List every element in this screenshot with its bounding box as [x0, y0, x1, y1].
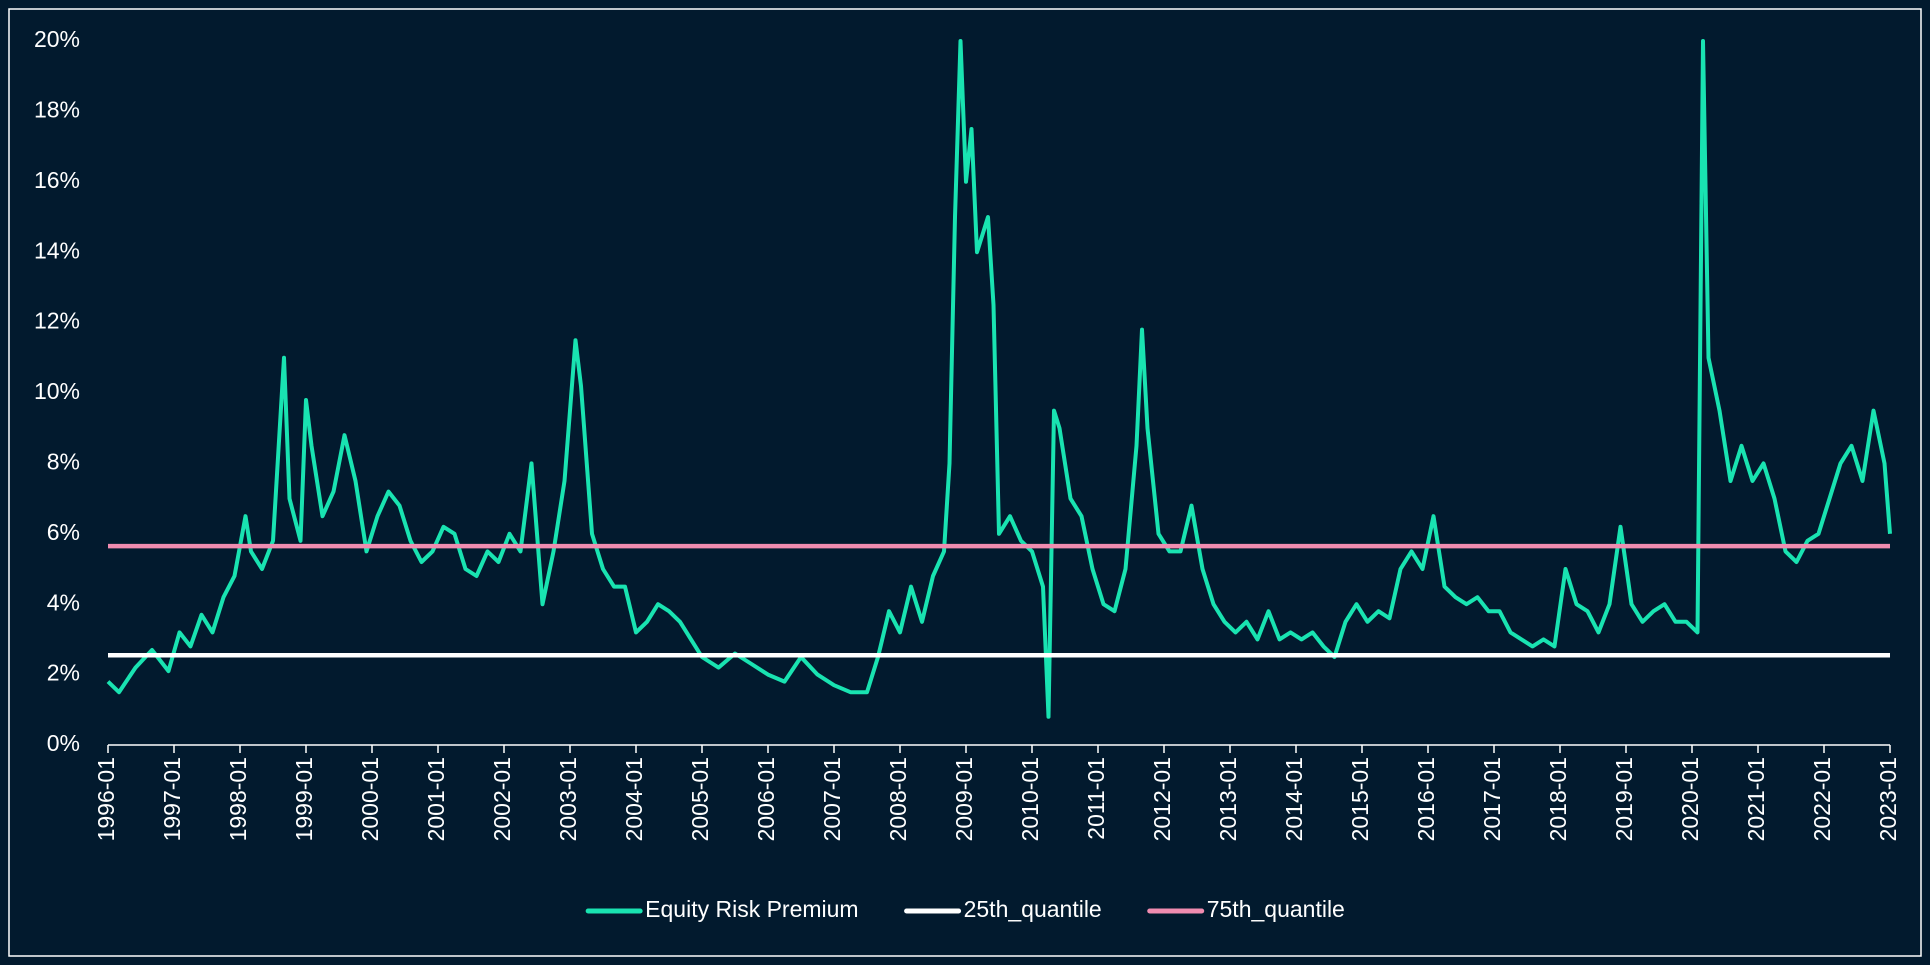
x-tick-label: 1996-01 [93, 757, 119, 841]
y-tick-label: 4% [47, 589, 80, 615]
y-tick-label: 6% [47, 519, 80, 545]
legend-label: 25th_quantile [964, 896, 1102, 922]
x-tick-label: 1999-01 [291, 757, 317, 841]
x-tick-label: 1997-01 [159, 757, 185, 841]
x-tick-label: 2006-01 [753, 757, 779, 841]
x-tick-label: 2001-01 [423, 757, 449, 841]
x-tick-label: 2008-01 [885, 757, 911, 841]
x-tick-label: 2015-01 [1347, 757, 1373, 841]
y-tick-label: 20% [34, 26, 80, 52]
x-tick-label: 2005-01 [687, 757, 713, 841]
x-tick-label: 2013-01 [1215, 757, 1241, 841]
x-tick-label: 2019-01 [1611, 757, 1637, 841]
x-tick-label: 2017-01 [1479, 757, 1505, 841]
legend-label: Equity Risk Premium [645, 896, 858, 922]
x-tick-label: 2012-01 [1149, 757, 1175, 841]
y-tick-label: 12% [34, 308, 80, 334]
x-tick-label: 2004-01 [621, 757, 647, 841]
y-tick-label: 0% [47, 730, 80, 756]
x-tick-label: 2009-01 [951, 757, 977, 841]
x-tick-label: 2018-01 [1545, 757, 1571, 841]
x-tick-label: 2014-01 [1281, 757, 1307, 841]
x-tick-label: 2016-01 [1413, 757, 1439, 841]
x-tick-label: 2011-01 [1083, 757, 1109, 840]
x-tick-label: 2002-01 [489, 757, 515, 841]
x-tick-label: 2007-01 [819, 757, 845, 841]
x-tick-label: 2020-01 [1677, 757, 1703, 841]
y-tick-label: 14% [34, 237, 80, 263]
x-tick-label: 1998-01 [225, 757, 251, 841]
y-tick-label: 10% [34, 378, 80, 404]
x-tick-label: 2003-01 [555, 757, 581, 841]
chart-border [8, 8, 1922, 957]
y-tick-label: 16% [34, 167, 80, 193]
x-tick-label: 2023-01 [1875, 757, 1901, 841]
x-tick-label: 2021-01 [1743, 757, 1769, 841]
y-tick-label: 2% [47, 660, 80, 686]
y-tick-label: 18% [34, 96, 80, 122]
series-line [106, 39, 1892, 719]
legend-label: 75th_quantile [1207, 896, 1345, 922]
x-tick-label: 2000-01 [357, 757, 383, 841]
x-tick-label: 2022-01 [1809, 757, 1835, 841]
x-tick-label: 2010-01 [1017, 757, 1043, 841]
y-tick-label: 8% [47, 448, 80, 474]
